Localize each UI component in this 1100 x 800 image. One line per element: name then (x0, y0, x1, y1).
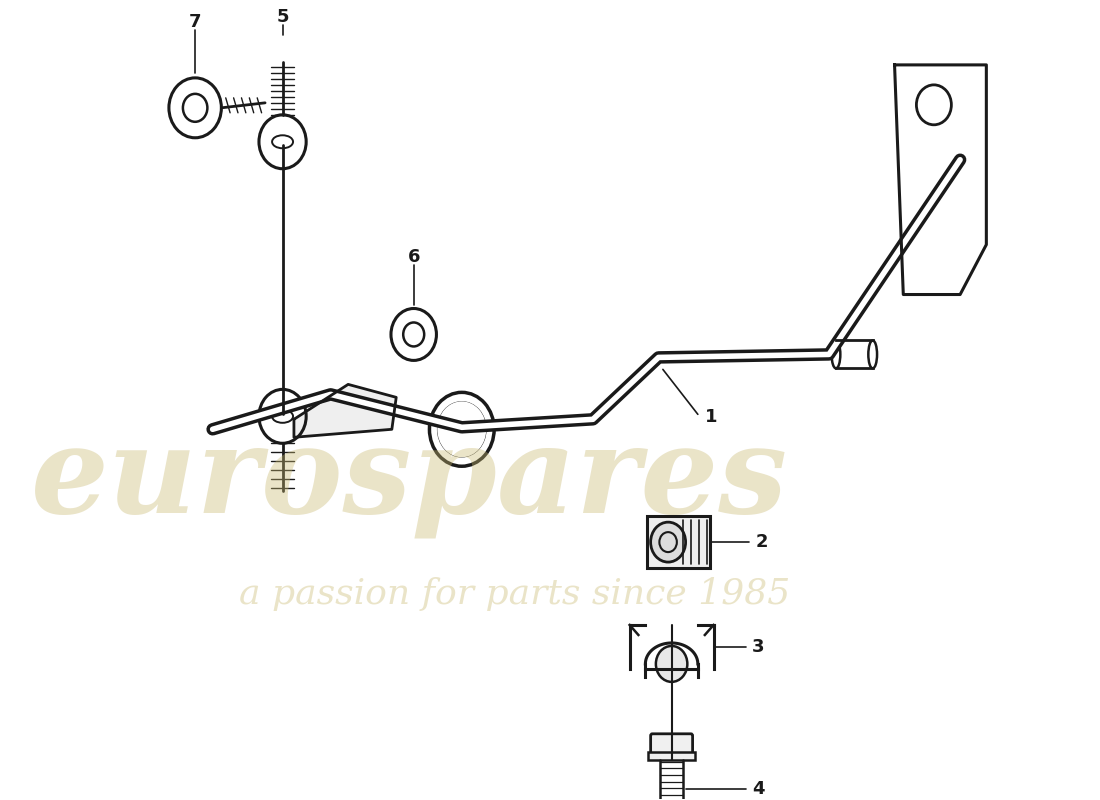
Polygon shape (294, 384, 396, 438)
Text: 1: 1 (705, 408, 717, 426)
Circle shape (656, 646, 688, 682)
Text: a passion for parts since 1985: a passion for parts since 1985 (239, 577, 790, 611)
Text: 5: 5 (276, 8, 289, 26)
FancyBboxPatch shape (650, 734, 693, 754)
Text: 2: 2 (756, 533, 768, 551)
FancyBboxPatch shape (648, 752, 695, 760)
Text: 4: 4 (752, 780, 764, 798)
Text: 3: 3 (752, 638, 764, 656)
Text: 7: 7 (189, 13, 201, 31)
Circle shape (650, 522, 685, 562)
Text: 6: 6 (407, 247, 420, 266)
Circle shape (438, 402, 486, 458)
Text: eurospares: eurospares (31, 420, 788, 538)
FancyBboxPatch shape (647, 516, 711, 568)
